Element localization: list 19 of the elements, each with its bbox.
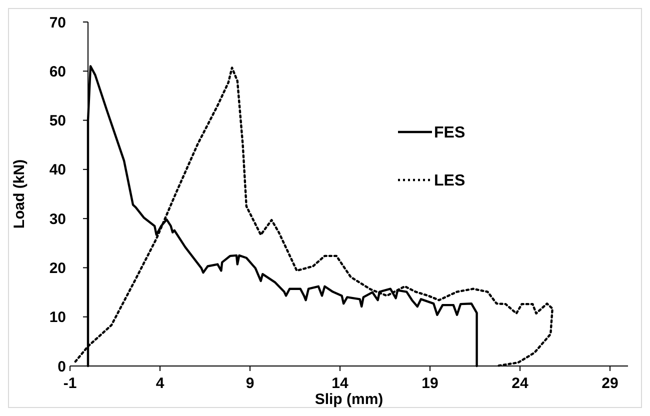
y-tick-label: 60 <box>49 63 66 80</box>
x-tick-label: 14 <box>332 375 349 392</box>
x-tick-label: -1 <box>63 375 77 392</box>
x-axis-title: Slip (mm) <box>314 391 384 408</box>
y-tick-label: 20 <box>49 260 66 277</box>
x-tick-label: 9 <box>246 375 254 392</box>
legend-label: LES <box>434 172 466 190</box>
legend-label: FES <box>434 124 466 142</box>
y-tick-label: 0 <box>58 358 66 376</box>
y-tick-label: 40 <box>49 162 66 179</box>
y-tick-label: 70 <box>49 14 66 32</box>
y-tick-label: 10 <box>49 309 66 326</box>
x-tick-label: 24 <box>512 375 529 392</box>
x-tick-label: 19 <box>422 375 438 392</box>
y-tick-label: 30 <box>49 210 66 228</box>
x-tick-label: 4 <box>156 375 165 392</box>
x-tick-label: 29 <box>602 375 618 392</box>
y-tick-label: 50 <box>49 112 66 130</box>
y-axis-title: Load (kN) <box>11 159 28 229</box>
